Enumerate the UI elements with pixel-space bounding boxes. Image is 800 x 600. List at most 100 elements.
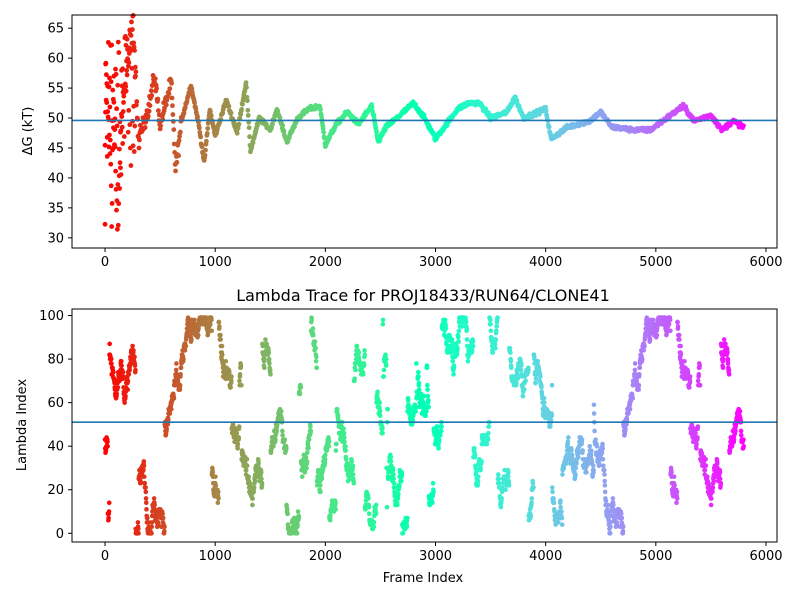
x-tick-label: 0 (101, 549, 109, 564)
lambda-point (558, 498, 563, 503)
lambda-point (726, 367, 732, 373)
lambda-point (352, 376, 357, 381)
lambda-point (405, 515, 410, 521)
delta-g-point (142, 125, 148, 130)
lambda-point (674, 489, 680, 495)
lambda-point (424, 365, 430, 371)
lambda-point (205, 330, 211, 336)
lambda-point (244, 456, 250, 462)
lambda-point (520, 393, 526, 399)
lambda-point (284, 507, 290, 512)
lambda-point (314, 365, 320, 371)
top-axes-frame (71, 14, 778, 249)
lambda-point (366, 511, 372, 516)
lambda-point (632, 361, 638, 366)
lambda-point (533, 380, 538, 386)
lambda-point (251, 489, 257, 495)
lambda-point (492, 341, 498, 347)
delta-g-point (235, 125, 241, 131)
lambda-point (309, 317, 315, 323)
lambda-point (138, 478, 143, 484)
delta-g-point (127, 122, 133, 128)
lambda-point (268, 372, 273, 377)
delta-g-point (369, 104, 375, 110)
delta-g-point (166, 91, 172, 97)
lambda-point (425, 382, 430, 388)
lambda-point (588, 448, 594, 453)
lambda-point (120, 369, 126, 375)
lambda-point (587, 443, 593, 449)
y-tick-label: 45 (47, 141, 64, 156)
lambda-point (710, 489, 715, 495)
lambda-point (579, 437, 585, 442)
delta-g-point (514, 98, 520, 104)
lambda-point (602, 483, 608, 488)
lambda-point (326, 443, 332, 449)
x-tick-label: 6000 (749, 255, 782, 270)
lambda-point (675, 324, 681, 329)
delta-g-point (167, 86, 173, 92)
lambda-point (216, 319, 222, 325)
lambda-point (499, 496, 504, 501)
lambda-point (496, 472, 501, 477)
lambda-point (708, 502, 714, 508)
lambda-point (685, 369, 691, 375)
lambda-point (569, 452, 575, 458)
lambda-point (383, 363, 389, 368)
lambda-point (125, 387, 131, 392)
lambda-point (143, 489, 149, 495)
lambda-point (416, 369, 421, 375)
lambda-point (560, 472, 565, 477)
lambda-point (285, 511, 290, 516)
lambda-point (192, 317, 197, 323)
y-tick-label: 40 (47, 171, 64, 186)
delta-g-point (133, 73, 138, 79)
lambda-point (362, 352, 368, 358)
lambda-point (349, 459, 355, 464)
lambda-point (502, 467, 507, 473)
lambda-point (456, 339, 461, 344)
lambda-point (388, 454, 394, 460)
lambda-point (529, 496, 535, 501)
lambda-point (183, 343, 189, 349)
lambda-point (693, 430, 698, 436)
lambda-point (593, 437, 598, 442)
delta-g-point (112, 142, 117, 148)
top-x-ticks: 0 1000 2000 3000 4000 5000 6000 (101, 248, 783, 270)
lambda-point (496, 480, 502, 486)
y-tick-label: 40 (47, 440, 64, 455)
delta-g-point (103, 61, 108, 67)
lambda-point (505, 474, 511, 479)
lambda-point (488, 321, 493, 327)
delta-g-point (247, 134, 252, 140)
lambda-point (317, 483, 323, 488)
delta-g-point (121, 93, 127, 99)
lambda-point (105, 443, 110, 449)
lambda-point (342, 439, 347, 445)
y-tick-label: 100 (39, 309, 64, 324)
lambda-point (733, 428, 738, 434)
delta-g-point (125, 56, 131, 62)
lambda-point (114, 391, 120, 397)
delta-g-point (421, 112, 427, 118)
lambda-point (256, 461, 261, 466)
lambda-point (162, 528, 167, 534)
delta-g-point (174, 159, 180, 165)
lambda-point (304, 459, 310, 464)
delta-g-point (234, 130, 240, 136)
delta-g-point (177, 129, 183, 135)
lambda-point (143, 500, 149, 506)
lambda-point (395, 502, 400, 508)
lambda-point (323, 452, 328, 458)
lambda-point (385, 476, 391, 482)
lambda-point (575, 454, 581, 460)
lambda-point (182, 348, 188, 353)
lambda-point (343, 448, 348, 453)
lambda-point (259, 476, 264, 482)
lambda-point (574, 461, 579, 466)
lambda-point (607, 530, 613, 536)
bottom-points (102, 315, 747, 536)
delta-g-point (129, 27, 135, 32)
lambda-point (636, 382, 642, 388)
lambda-point (434, 424, 440, 429)
